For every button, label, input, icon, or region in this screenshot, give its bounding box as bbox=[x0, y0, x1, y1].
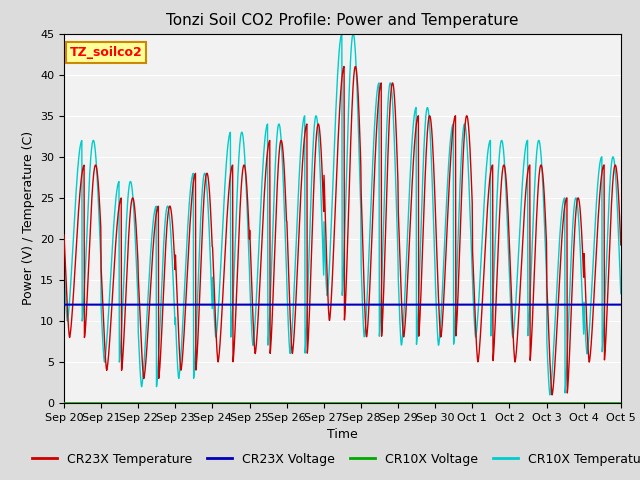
X-axis label: Time: Time bbox=[327, 429, 358, 442]
Legend: CR23X Temperature, CR23X Voltage, CR10X Voltage, CR10X Temperature: CR23X Temperature, CR23X Voltage, CR10X … bbox=[27, 448, 640, 471]
Title: Tonzi Soil CO2 Profile: Power and Temperature: Tonzi Soil CO2 Profile: Power and Temper… bbox=[166, 13, 518, 28]
Y-axis label: Power (V) / Temperature (C): Power (V) / Temperature (C) bbox=[22, 132, 35, 305]
Text: TZ_soilco2: TZ_soilco2 bbox=[70, 46, 142, 59]
